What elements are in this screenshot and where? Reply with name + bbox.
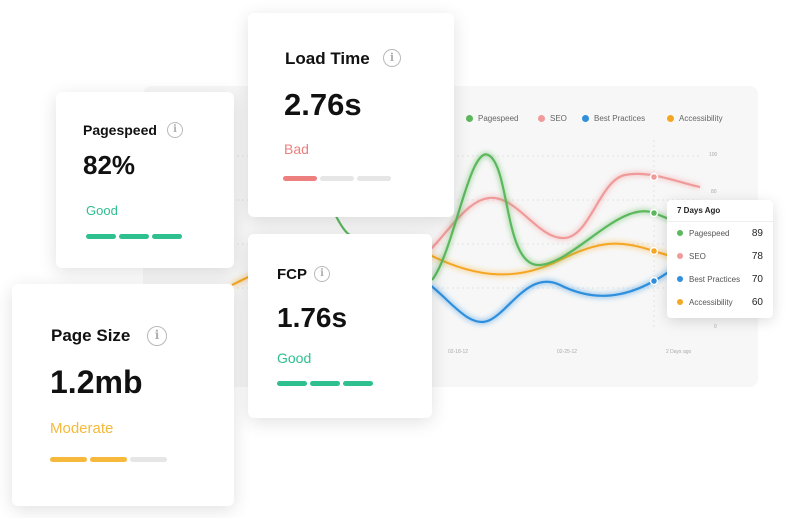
tooltip-dot: [677, 276, 683, 282]
score-segment: [152, 234, 182, 239]
point-best-practices: [649, 276, 659, 286]
tooltip-row-pagespeed: Pagespeed 89: [677, 226, 763, 240]
tooltip-dot: [677, 299, 683, 305]
legend-dot: [582, 115, 589, 122]
legend-dot: [667, 115, 674, 122]
series-line-pagespeed: [431, 153, 701, 281]
score-segment: [130, 457, 167, 462]
score-segment: [86, 234, 116, 239]
score-segment: [283, 176, 317, 181]
series-line-seo: [429, 172, 701, 251]
legend-item-best-practices[interactable]: Best Practices: [582, 114, 645, 123]
legend-label: Accessibility: [679, 114, 723, 123]
tooltip-title: 7 Days Ago: [677, 206, 721, 215]
card-title: Page Size: [51, 326, 131, 345]
page-size-card[interactable]: Page Size i 1.2mb Moderate: [12, 284, 234, 506]
score-segment: [50, 457, 87, 462]
card-value: 1.76s: [277, 302, 348, 333]
tooltip-divider: [667, 221, 773, 222]
status-text: Good: [86, 203, 118, 218]
card-value: 82%: [83, 150, 136, 180]
x-tick-label: 02-25-12: [557, 349, 578, 355]
x-tick-label: 02-18-12: [448, 349, 469, 355]
load-time-card[interactable]: Load Time i 2.76s Bad: [248, 13, 454, 217]
point-seo: [649, 172, 659, 182]
legend-item-seo[interactable]: SEO: [538, 114, 567, 123]
fcp-card[interactable]: FCP i 1.76s Good: [248, 234, 432, 418]
tooltip-value: 60: [751, 296, 763, 308]
chart-tooltip: 7 Days Ago Pagespeed 89 SEO 78 Best Prac…: [667, 200, 773, 318]
tooltip-dot: [677, 253, 683, 259]
tooltip-row-seo: SEO 78: [677, 249, 763, 263]
tooltip-row-accessibility: Accessibility 60: [677, 295, 763, 309]
y-tick-label: 100: [709, 152, 718, 158]
y-tick-label: 0: [714, 324, 717, 330]
tooltip-value: 70: [751, 273, 763, 285]
score-bars: [86, 234, 182, 239]
legend-item-accessibility[interactable]: Accessibility: [667, 114, 723, 123]
status-text: Moderate: [50, 420, 114, 437]
score-bars: [50, 457, 167, 462]
status-text: Good: [277, 350, 312, 366]
score-segment: [357, 176, 391, 181]
card-title: FCP: [277, 266, 307, 283]
card-value: 1.2mb: [50, 364, 143, 400]
card-title: Pagespeed: [83, 122, 157, 138]
score-segment: [90, 457, 127, 462]
legend-dot: [538, 115, 545, 122]
tooltip-value: 89: [751, 227, 763, 239]
score-bars: [277, 381, 373, 386]
legend-dot: [466, 115, 473, 122]
legend-label: Pagespeed: [478, 114, 519, 123]
tooltip-label: Best Practices: [689, 274, 741, 284]
card-value: 2.76s: [284, 87, 362, 122]
y-tick-label: 80: [711, 189, 717, 195]
score-segment: [343, 381, 373, 386]
score-segment: [119, 234, 149, 239]
pagespeed-card[interactable]: Pagespeed i 82% Good: [56, 92, 234, 268]
series-line-best-practices: [429, 248, 701, 323]
score-segment: [320, 176, 354, 181]
point-pagespeed: [649, 208, 659, 218]
score-bars: [283, 176, 391, 181]
info-icon[interactable]: i: [314, 266, 330, 282]
tooltip-dot: [677, 230, 683, 236]
score-segment: [310, 381, 340, 386]
x-tick-label: 2 Days ago: [666, 349, 692, 355]
status-text: Bad: [284, 141, 309, 157]
tooltip-row-best-practices: Best Practices 70: [677, 272, 763, 286]
tooltip-value: 78: [751, 250, 763, 262]
tooltip-label: Accessibility: [689, 297, 733, 307]
card-title: Load Time: [285, 49, 370, 68]
legend-label: SEO: [550, 114, 567, 123]
score-segment: [277, 381, 307, 386]
tooltip-label: Pagespeed: [689, 228, 730, 238]
info-icon[interactable]: i: [383, 49, 401, 67]
legend-item-pagespeed[interactable]: Pagespeed: [466, 114, 518, 123]
tooltip-label: SEO: [689, 251, 706, 261]
info-icon[interactable]: i: [167, 122, 183, 138]
point-accessibility: [649, 246, 659, 256]
info-icon[interactable]: i: [147, 326, 167, 346]
legend-label: Best Practices: [594, 114, 646, 123]
